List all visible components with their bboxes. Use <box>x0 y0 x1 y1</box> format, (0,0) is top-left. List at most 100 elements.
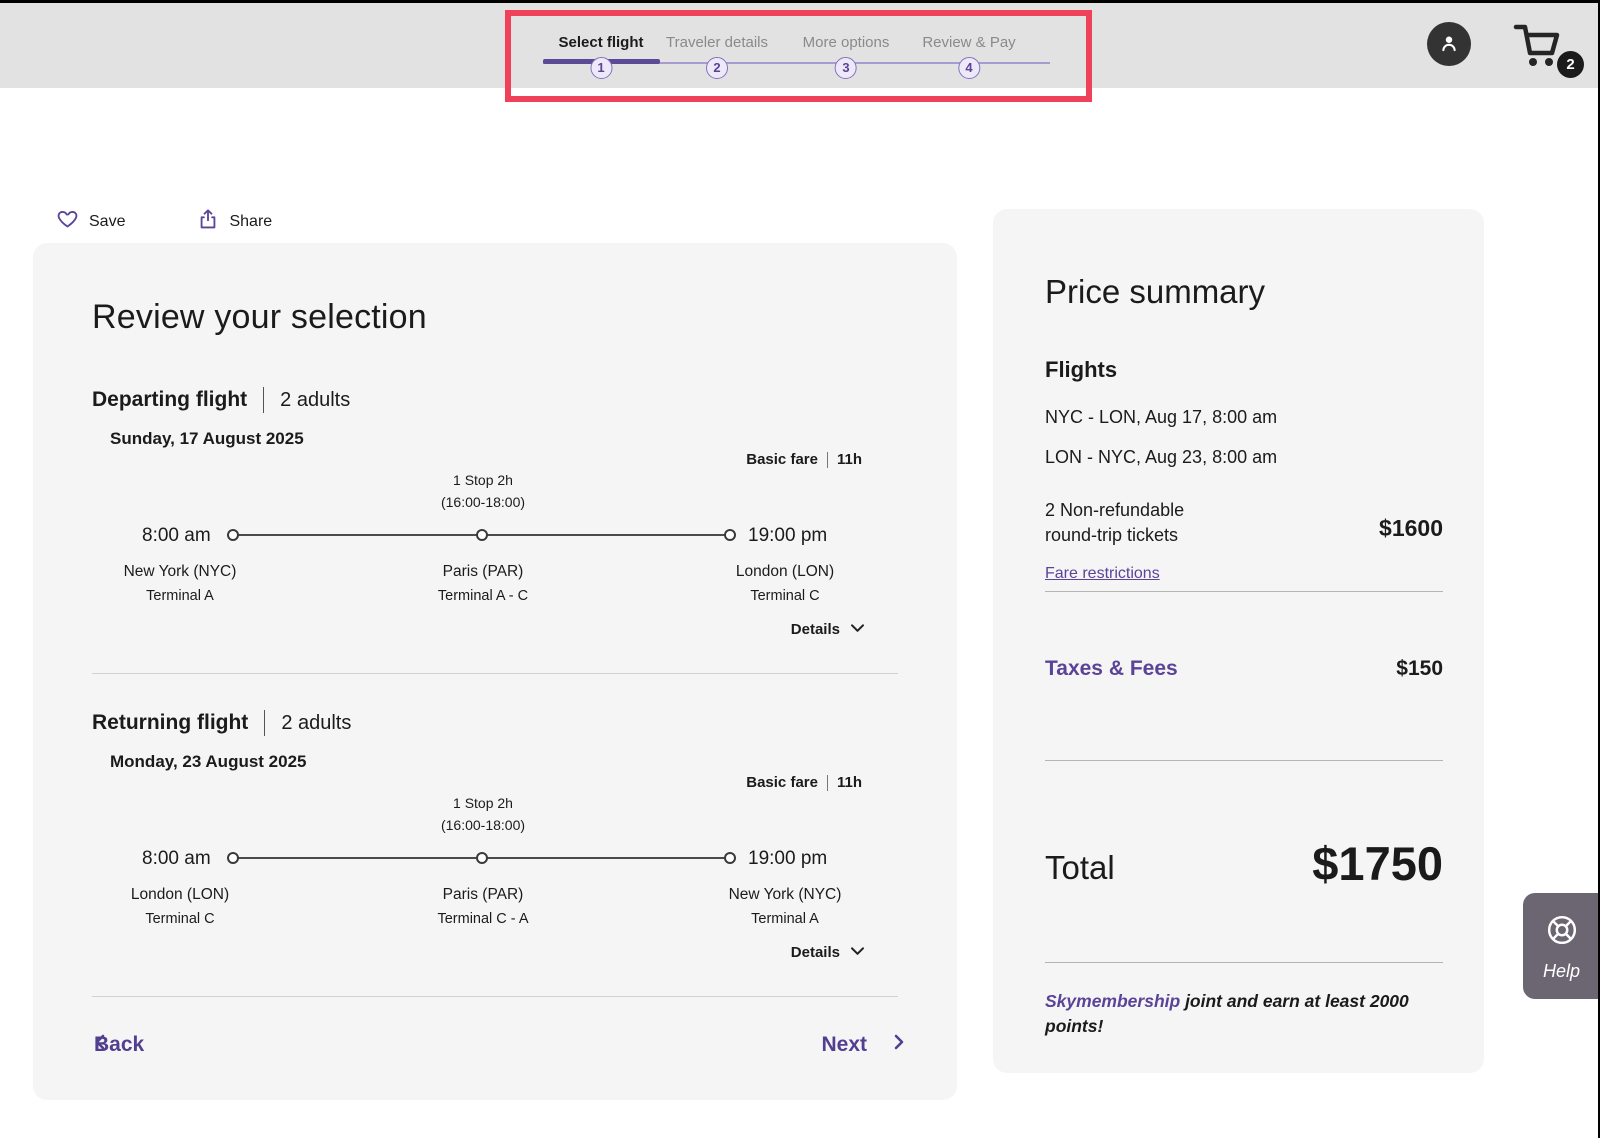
share-label: Share <box>229 212 273 230</box>
flight-header: Departing flight 2 adults <box>92 387 350 413</box>
stopover-station: Paris (PAR) Terminal C - A <box>437 886 528 927</box>
person-icon <box>1436 30 1462 59</box>
origin-terminal: Terminal C <box>145 911 215 927</box>
destination-dot <box>724 529 736 541</box>
chevron-down-icon <box>850 621 865 638</box>
divider <box>1045 591 1443 592</box>
flight-type-label: Departing flight <box>92 388 248 411</box>
fare-and-duration: Basic fare 11h <box>746 774 862 791</box>
step-number-badge: 3 <box>835 57 857 79</box>
step-number-badge: 4 <box>958 57 980 79</box>
tickets-description: 2 Non-refundable round-trip tickets <box>1045 498 1184 548</box>
origin-city: New York (NYC) <box>123 563 237 580</box>
share-icon <box>197 207 219 236</box>
next-button[interactable]: Next <box>821 1033 907 1057</box>
step-number-badge: 2 <box>705 57 728 79</box>
wizard-footer-nav: Back Next <box>92 1033 907 1057</box>
skymembership-link[interactable]: Skymembership <box>1045 991 1181 1011</box>
stopover-dot <box>475 529 488 541</box>
route-summary-outbound: NYC - LON, Aug 17, 8:00 am <box>1045 407 1278 427</box>
quick-actions-row: Save Share <box>56 207 272 236</box>
page-title: Review your selection <box>92 298 427 336</box>
promo-text: joint and earn at least 2000 points! <box>1045 991 1409 1036</box>
chevron-right-icon <box>891 1033 907 1057</box>
price-summary-title: Price summary <box>1045 273 1266 310</box>
origin-dot <box>227 852 239 864</box>
step-select-flight[interactable]: Select flight 1 <box>558 34 644 79</box>
step-label: More options <box>802 34 890 51</box>
destination-dot <box>724 852 736 864</box>
step-traveler-details[interactable]: Traveler details 2 <box>666 34 768 79</box>
section-divider <box>92 673 898 674</box>
cart-button[interactable] <box>1510 20 1562 68</box>
origin-terminal: Terminal A <box>146 588 214 604</box>
returning-flight-block: Returning flight 2 adults Monday, 23 Aug… <box>92 710 898 1010</box>
step-number-badge: 1 <box>589 57 612 79</box>
chevron-left-icon <box>92 1033 108 1057</box>
destination-city: London (LON) <box>735 563 835 580</box>
vertical-separator <box>263 387 265 413</box>
tickets-line-1: 2 Non-refundable <box>1045 500 1185 520</box>
stopover-terminal: Terminal A - C <box>437 588 529 604</box>
fare-restrictions-link[interactable]: Fare restrictions <box>1045 565 1160 582</box>
departing-flight-block: Departing flight 2 adults Sunday, 17 Aug… <box>92 387 898 687</box>
step-label: Traveler details <box>666 34 768 51</box>
origin-city: London (LON) <box>130 886 230 903</box>
save-button[interactable]: Save <box>56 207 125 236</box>
details-toggle[interactable]: Details <box>791 621 865 638</box>
flight-type-label: Returning flight <box>92 711 249 734</box>
next-label: Next <box>821 1033 867 1056</box>
tickets-line-2: round-trip tickets <box>1045 525 1179 545</box>
destination-city: New York (NYC) <box>728 886 842 903</box>
help-button[interactable]: Help <box>1523 893 1600 999</box>
share-button[interactable]: Share <box>197 207 272 236</box>
top-navigation-bar: Select flight 1 Traveler details 2 More … <box>0 3 1600 88</box>
stepper-track <box>543 62 1050 64</box>
flight-date: Monday, 23 August 2025 <box>110 752 307 771</box>
step-label: Review & Pay <box>922 34 1016 51</box>
origin-station: New York (NYC) Terminal A <box>124 563 237 604</box>
destination-terminal: Terminal A <box>751 911 819 927</box>
route-summary-return: LON - NYC, Aug 23, 8:00 am <box>1045 447 1278 467</box>
shopping-cart-icon <box>1510 24 1562 72</box>
destination-station: London (LON) Terminal C <box>736 563 834 604</box>
taxes-fees-link[interactable]: Taxes & Fees <box>1045 657 1178 680</box>
stopover-city: Paris (PAR) <box>442 886 524 903</box>
section-divider <box>92 996 898 997</box>
stopover-dot <box>475 852 488 864</box>
vertical-separator <box>826 774 828 791</box>
stop-times: (16:00-18:00) <box>440 817 526 833</box>
review-selection-card: Review your selection Departing flight 2… <box>33 243 957 1100</box>
arrival-time: 19:00 pm <box>748 848 828 869</box>
chevron-down-icon <box>850 944 865 961</box>
destination-terminal: Terminal C <box>750 588 820 604</box>
membership-promo: Skymembership joint and earn at least 20… <box>1045 989 1443 1039</box>
total-label: Total <box>1045 849 1115 886</box>
back-button[interactable]: Back <box>92 1033 144 1057</box>
details-label: Details <box>790 621 840 638</box>
lifebuoy-icon <box>1543 911 1581 954</box>
stopover-terminal: Terminal C - A <box>437 911 529 927</box>
step-label: Select flight <box>558 34 644 51</box>
price-summary-content: Price summary Flights NYC - LON, Aug 17,… <box>1045 209 1443 1073</box>
destination-station: New York (NYC) Terminal A <box>729 886 842 927</box>
heart-icon <box>56 208 79 235</box>
passenger-count: 2 adults <box>280 388 351 411</box>
stopover-city: Paris (PAR) <box>442 563 524 580</box>
departure-time: 8:00 am <box>142 525 211 546</box>
route-timeline <box>227 852 736 864</box>
account-button[interactable] <box>1427 22 1471 66</box>
origin-station: London (LON) Terminal C <box>131 886 229 927</box>
details-label: Details <box>790 944 840 961</box>
taxes-fees-amount: $150 <box>1396 657 1443 680</box>
stop-summary: 1 Stop 2h <box>453 795 513 811</box>
origin-dot <box>227 529 239 541</box>
cart-count-badge: 2 <box>1557 51 1584 78</box>
step-review-pay[interactable]: Review & Pay 4 <box>922 34 1016 79</box>
total-amount: $1750 <box>1312 837 1443 890</box>
details-toggle[interactable]: Details <box>791 944 865 961</box>
step-more-options[interactable]: More options 3 <box>802 34 890 79</box>
passenger-count: 2 adults <box>281 711 352 734</box>
route-timeline <box>227 529 736 541</box>
flight-header: Returning flight 2 adults <box>92 710 351 736</box>
